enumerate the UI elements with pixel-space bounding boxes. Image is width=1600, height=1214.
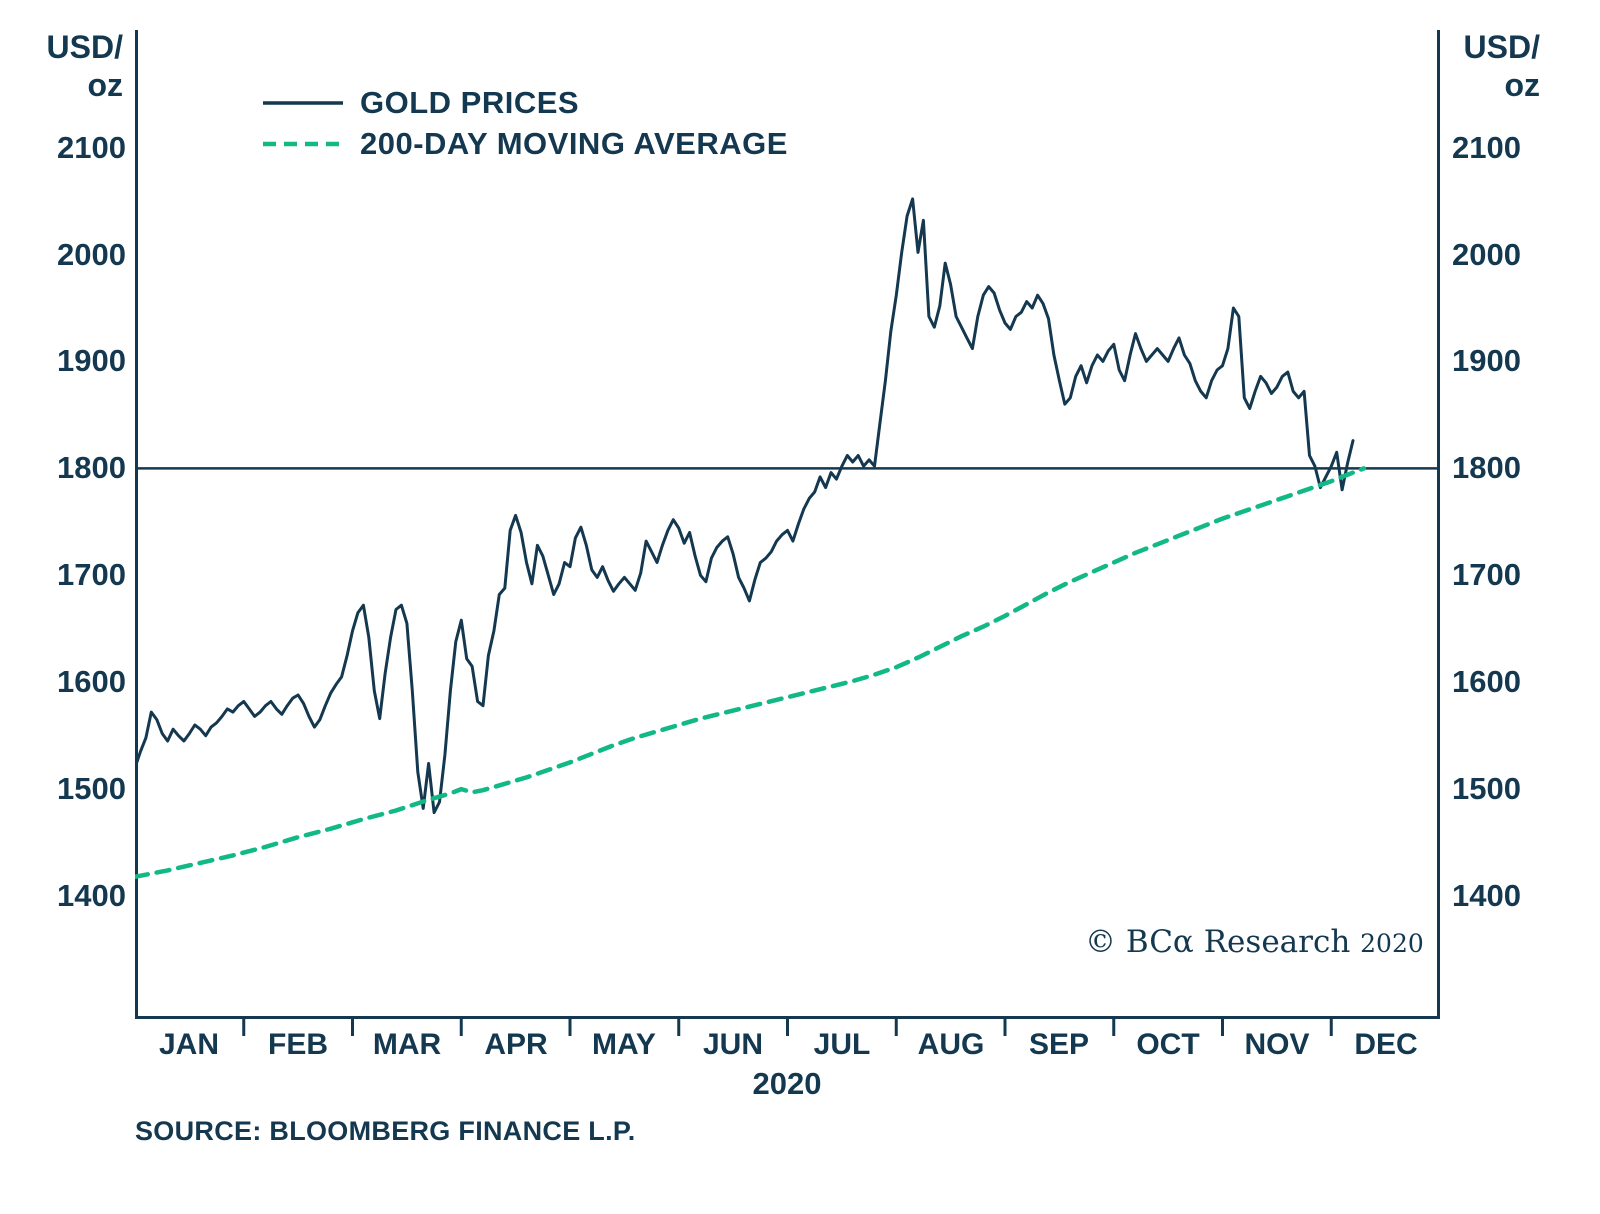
source-note: SOURCE: BLOOMBERG FINANCE L.P. <box>135 1116 636 1146</box>
y-tick-label-left: 1700 <box>57 557 126 593</box>
legend-item-moving-average: 200-DAY MOVING AVERAGE <box>262 123 788 164</box>
x-tick-label-jan: JAN <box>158 1028 219 1061</box>
y-tick-label-left: 1600 <box>57 664 126 700</box>
y-tick-label-right: 1900 <box>1452 343 1521 379</box>
series-gold-prices <box>135 197 1355 815</box>
y-tick-label-left: 1800 <box>57 450 126 486</box>
y-tick-label-right: 1600 <box>1452 664 1521 700</box>
y-tick-label-left: 2100 <box>57 129 126 165</box>
x-axis-year-label: 2020 <box>752 1066 822 1101</box>
y-axis-unit-line1: USD/ <box>1463 29 1540 65</box>
y-tick-label-left: 1400 <box>57 878 126 914</box>
gold-prices-line-sample <box>263 100 343 105</box>
x-tick-label-jun: JUN <box>702 1028 763 1061</box>
y-axis-unit-line2: oz <box>1504 67 1540 103</box>
legend-item-gold-prices: GOLD PRICES <box>262 82 788 123</box>
x-tick-label-apr: APR <box>484 1028 548 1061</box>
legend-label-moving-average: 200-DAY MOVING AVERAGE <box>360 125 788 161</box>
x-tick-label-mar: MAR <box>372 1028 442 1061</box>
y-tick-label-right: 2000 <box>1452 236 1521 272</box>
y-tick-label-right: 1500 <box>1452 771 1521 807</box>
x-tick-label-oct: OCT <box>1136 1028 1200 1061</box>
legend: GOLD PRICES 200-DAY MOVING AVERAGE <box>262 82 788 164</box>
y-axis-unit-line1: USD/ <box>46 29 123 65</box>
y-tick-label-left: 1900 <box>57 343 126 379</box>
watermark-year: 2020 <box>1360 929 1424 958</box>
x-tick-label-jul: JUL <box>813 1028 871 1061</box>
plot-area <box>135 30 1440 1036</box>
legend-label-gold-prices: GOLD PRICES <box>360 84 580 120</box>
series-200-day-moving-average <box>135 466 1367 880</box>
y-tick-label-right: 1700 <box>1452 557 1521 593</box>
watermark-brand: © BCα Research <box>1085 924 1351 960</box>
y-tick-label-left: 1500 <box>57 771 126 807</box>
y-tick-label-right: 1400 <box>1452 878 1521 914</box>
moving-average-line-sample <box>263 141 343 146</box>
x-tick-label-dec: DEC <box>1354 1028 1418 1061</box>
x-tick-label-may: MAY <box>592 1028 656 1061</box>
x-tick-label-sep: SEP <box>1028 1028 1090 1061</box>
y-axis-unit-right: USD/ oz <box>1452 28 1540 104</box>
y-tick-label-left: 2000 <box>57 236 126 272</box>
y-tick-label-right: 1800 <box>1452 450 1521 486</box>
x-tick-label-aug: AUG <box>917 1028 985 1061</box>
y-tick-label-right: 2100 <box>1452 129 1521 165</box>
x-tick-label-feb: FEB <box>268 1028 328 1061</box>
y-axis-unit-left: USD/ oz <box>35 28 123 104</box>
watermark: © BCα Research 2020 <box>1085 924 1424 960</box>
y-axis-unit-line2: oz <box>87 67 123 103</box>
x-tick-label-nov: NOV <box>1244 1028 1310 1061</box>
